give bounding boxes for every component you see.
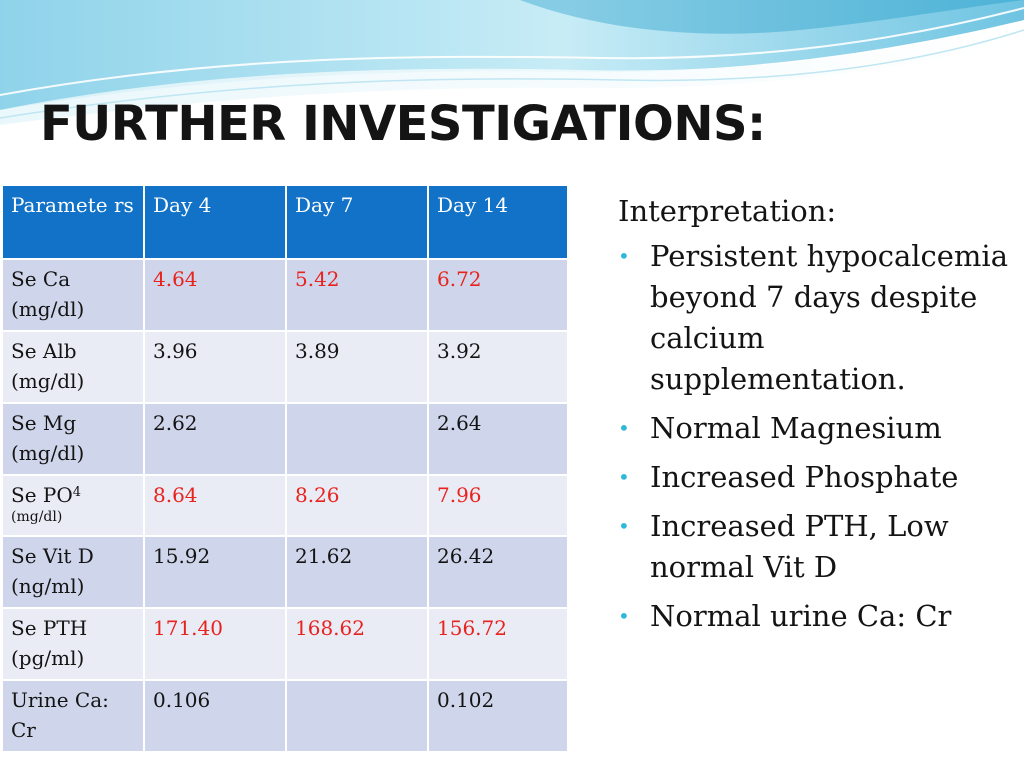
investigations-table: Paramete rs Day 4 Day 7 Day 14 Se Ca (mg…	[1, 184, 569, 753]
header-parameters: Paramete rs	[1, 184, 145, 260]
value-cell: 6.72	[427, 258, 569, 332]
value-cell: 4.64	[143, 258, 287, 332]
param-cell: Se Ca (mg/dl)	[1, 258, 145, 332]
value-cell: 171.40	[143, 607, 287, 681]
table-row: Urine Ca: Cr 0.106 0.102	[1, 679, 569, 753]
param-cell: Se PTH (pg/ml)	[1, 607, 145, 681]
value-cell: 2.64	[427, 402, 569, 476]
bullet-text: Persistent hypocalcemia beyond 7 days de…	[650, 239, 1008, 396]
table-row: Se PO4 (mg/dl) 8.64 8.26 7.96	[1, 474, 569, 537]
value-cell: 8.64	[143, 474, 287, 537]
value-cell: 168.62	[285, 607, 429, 681]
list-item: • Increased Phosphate	[618, 457, 1018, 498]
param-cell: Se Vit D (ng/ml)	[1, 535, 145, 609]
table-row: Se Ca (mg/dl) 4.64 5.42 6.72	[1, 258, 569, 332]
bullet-icon: •	[618, 416, 630, 440]
value-cell: 2.62	[143, 402, 287, 476]
param-unit: (mg/dl)	[11, 509, 63, 525]
interpretation-panel: Interpretation: • Persistent hypocalcemia…	[618, 190, 1018, 645]
header-day-7: Day 7	[285, 184, 429, 260]
table-row: Se Mg (mg/dl) 2.62 2.64	[1, 402, 569, 476]
value-cell: 3.92	[427, 330, 569, 404]
value-cell: 156.72	[427, 607, 569, 681]
table-row: Se Vit D (ng/ml) 15.92 21.62 26.42	[1, 535, 569, 609]
wave-background	[0, 0, 1024, 125]
bullet-icon: •	[618, 244, 630, 268]
param-cell: Se Alb (mg/dl)	[1, 330, 145, 404]
value-cell: 5.42	[285, 258, 429, 332]
table-header-row: Paramete rs Day 4 Day 7 Day 14	[1, 184, 569, 260]
param-superscript: 4	[72, 485, 82, 500]
value-cell: 15.92	[143, 535, 287, 609]
table-row: Se Alb (mg/dl) 3.96 3.89 3.92	[1, 330, 569, 404]
bullet-text: Normal Magnesium	[650, 411, 942, 445]
header-day-4: Day 4	[143, 184, 287, 260]
value-cell: 26.42	[427, 535, 569, 609]
param-cell: Se Mg (mg/dl)	[1, 402, 145, 476]
value-cell: 8.26	[285, 474, 429, 537]
value-cell: 0.106	[143, 679, 287, 753]
param-name: Se PO	[11, 483, 73, 507]
bullet-icon: •	[618, 514, 630, 538]
value-cell	[285, 402, 429, 476]
list-item: • Normal urine Ca: Cr	[618, 596, 1018, 637]
value-cell: 21.62	[285, 535, 429, 609]
list-item: • Normal Magnesium	[618, 408, 1018, 449]
bullet-text: Increased PTH, Low normal Vit D	[650, 509, 949, 584]
table-row: Se PTH (pg/ml) 171.40 168.62 156.72	[1, 607, 569, 681]
bullet-icon: •	[618, 604, 630, 628]
value-cell: 3.96	[143, 330, 287, 404]
slide-title: FURTHER INVESTIGATIONS:	[40, 96, 766, 152]
list-item: • Persistent hypocalcemia beyond 7 days d…	[618, 236, 1018, 400]
value-cell	[285, 679, 429, 753]
bullet-text: Normal urine Ca: Cr	[650, 599, 952, 633]
param-cell: Urine Ca: Cr	[1, 679, 145, 753]
bullet-text: Increased Phosphate	[650, 460, 959, 494]
interpretation-heading: Interpretation:	[618, 194, 837, 228]
interpretation-list: • Persistent hypocalcemia beyond 7 days d…	[618, 236, 1018, 637]
bullet-icon: •	[618, 465, 630, 489]
value-cell: 3.89	[285, 330, 429, 404]
value-cell: 0.102	[427, 679, 569, 753]
header-day-14: Day 14	[427, 184, 569, 260]
param-cell: Se PO4 (mg/dl)	[1, 474, 145, 537]
list-item: • Increased PTH, Low normal Vit D	[618, 506, 1018, 588]
value-cell: 7.96	[427, 474, 569, 537]
